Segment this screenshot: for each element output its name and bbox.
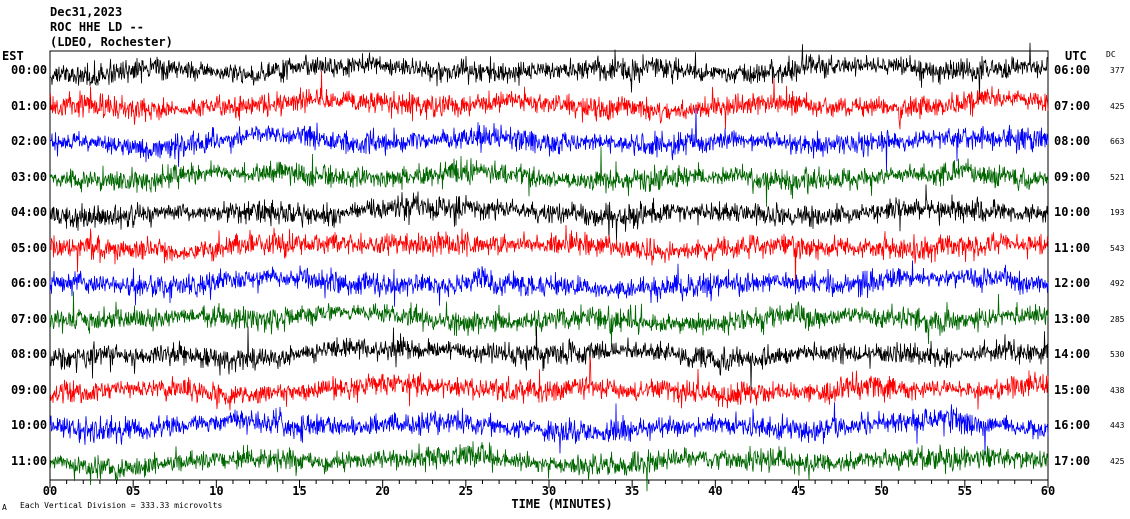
network-title: (LDEO, Rochester) (50, 35, 173, 49)
est-hour-label: 11:00 (11, 453, 48, 468)
plot-frame (49, 50, 1049, 481)
seismic-trace-1000 (49, 402, 1049, 455)
seismic-trace-0300 (49, 146, 1049, 207)
x-tick-label: 05 (125, 484, 141, 498)
dc-offset-value: 438 (1110, 385, 1125, 395)
x-tick-label: 45 (791, 484, 806, 498)
date-title: Dec31,2023 (50, 5, 123, 19)
dc-offset-value: 521 (1110, 172, 1125, 182)
dc-offset-value: 663 (1110, 137, 1125, 146)
est-hour-label: 01:00 (11, 98, 48, 113)
est-hour-label: 00:00 (11, 63, 48, 77)
dc-offset-value: 543 (1110, 243, 1125, 253)
left-timezone-label: EST (2, 49, 24, 63)
seismic-trace-0700 (49, 291, 1049, 346)
x-tick-label: 40 (708, 484, 723, 498)
seismic-trace-0800 (49, 326, 1049, 391)
x-tick-label: 15 (292, 484, 307, 498)
station-title: ROC HHE LD -- (50, 20, 144, 34)
seismic-trace-0400 (49, 184, 1049, 244)
footer-mark: A (2, 503, 7, 512)
dc-offset-value: 425 (1110, 101, 1125, 111)
utc-hour-label: 11:00 (1054, 240, 1091, 255)
dc-offset-value: 425 (1110, 456, 1125, 466)
utc-hour-label: 07:00 (1054, 98, 1091, 113)
dc-offset-value: 377 (1110, 66, 1125, 75)
est-hour-label: 05:00 (11, 240, 48, 255)
utc-hour-label: 06:00 (1054, 63, 1091, 77)
dc-offset-value: 492 (1110, 279, 1125, 288)
x-axis-label: TIME (MINUTES) (511, 497, 613, 511)
est-hour-label: 06:00 (11, 276, 48, 290)
est-hour-label: 03:00 (11, 169, 48, 184)
utc-hour-label: 16:00 (1054, 418, 1091, 432)
x-tick-label: 20 (375, 484, 390, 498)
dc-offset-value: 193 (1110, 208, 1125, 217)
x-tick-label: 60 (1040, 484, 1056, 498)
est-hour-label: 04:00 (11, 205, 48, 219)
x-tick-label: 00 (42, 484, 58, 498)
right-timezone-label: UTC (1065, 49, 1087, 63)
seismic-trace-0000 (49, 42, 1049, 100)
utc-hour-label: 17:00 (1054, 453, 1091, 468)
x-tick-label: 25 (458, 484, 474, 498)
utc-hour-label: 13:00 (1054, 311, 1091, 326)
est-hour-label: 10:00 (11, 418, 48, 432)
utc-hour-label: 12:00 (1054, 276, 1091, 290)
dc-offset-value: 443 (1110, 421, 1125, 430)
seismic-trace-0900 (49, 356, 1049, 411)
est-hour-label: 08:00 (11, 347, 48, 361)
vertical-division-note: Each Vertical Division = 333.33 microvol… (20, 501, 223, 510)
seismic-trace-0500 (49, 225, 1049, 288)
est-hour-label: 09:00 (11, 382, 48, 397)
dc-column-header: DC (1106, 50, 1116, 59)
utc-hour-label: 15:00 (1054, 382, 1091, 397)
est-hour-label: 07:00 (11, 311, 48, 326)
dc-offset-value: 285 (1110, 314, 1125, 324)
seismic-trace-0600 (49, 260, 1049, 307)
seismic-trace-1100 (49, 441, 1049, 492)
x-tick-label: 10 (209, 484, 224, 498)
est-hour-label: 02:00 (11, 134, 48, 148)
dc-offset-value: 530 (1110, 350, 1125, 359)
utc-hour-label: 14:00 (1054, 347, 1091, 361)
utc-hour-label: 10:00 (1054, 205, 1091, 219)
x-tick-label: 30 (541, 484, 557, 498)
utc-hour-label: 09:00 (1054, 169, 1091, 184)
seismic-trace-0100 (49, 70, 1049, 130)
x-tick-label: 50 (874, 484, 889, 498)
utc-hour-label: 08:00 (1054, 134, 1091, 148)
x-tick-label: 55 (957, 484, 973, 498)
seismic-trace-0200 (49, 107, 1049, 172)
x-tick-label: 35 (624, 484, 640, 498)
